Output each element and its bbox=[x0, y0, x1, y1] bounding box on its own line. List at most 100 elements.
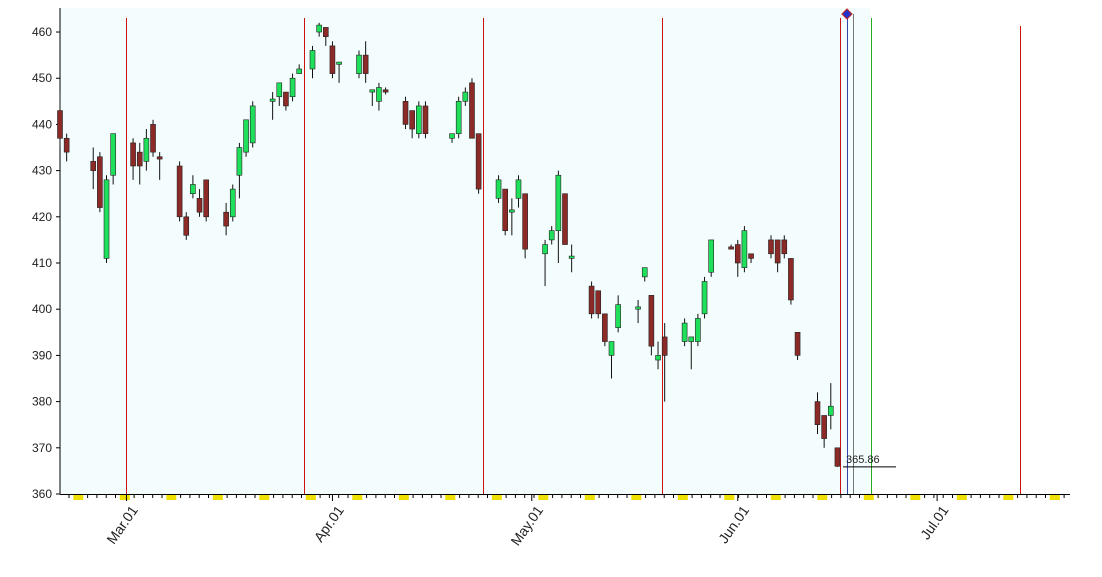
candle-body bbox=[356, 54, 362, 74]
candle-body bbox=[90, 161, 97, 171]
candle-body bbox=[608, 341, 615, 356]
x-tick-label: May.01 bbox=[507, 502, 546, 548]
candle-body bbox=[788, 258, 794, 301]
candle-body bbox=[469, 82, 475, 139]
candle-body bbox=[229, 188, 236, 218]
candle-body bbox=[635, 306, 641, 310]
candle-body bbox=[236, 147, 243, 176]
candle-body bbox=[223, 211, 229, 227]
plot-background bbox=[60, 8, 870, 494]
candle-body bbox=[462, 91, 469, 102]
x-tick-label: Jul.01 bbox=[917, 502, 952, 542]
candle-body bbox=[196, 198, 203, 213]
candle-body bbox=[382, 89, 389, 93]
week-block bbox=[259, 495, 270, 500]
candle-body bbox=[542, 244, 548, 255]
candle-body bbox=[748, 253, 754, 259]
candle-body bbox=[369, 89, 376, 93]
candle-body bbox=[422, 105, 429, 134]
candle-body bbox=[695, 318, 701, 342]
candle-body bbox=[681, 322, 688, 342]
candle-body bbox=[449, 133, 455, 139]
candle-body bbox=[509, 209, 515, 213]
candle-body bbox=[283, 91, 289, 107]
week-block bbox=[305, 495, 316, 500]
week-block bbox=[677, 495, 688, 500]
candle-body bbox=[794, 332, 801, 356]
candle-body bbox=[376, 87, 382, 102]
candle-body bbox=[110, 133, 116, 176]
candle-body bbox=[402, 101, 409, 125]
candle-body bbox=[648, 295, 655, 347]
week-block bbox=[724, 495, 735, 500]
candle-body bbox=[203, 179, 209, 218]
y-tick-label: 380 bbox=[32, 395, 52, 409]
candle-body bbox=[416, 105, 422, 134]
candle-body bbox=[316, 24, 322, 33]
week-block bbox=[445, 495, 456, 500]
week-block bbox=[631, 495, 642, 500]
candle-body bbox=[688, 336, 695, 342]
candle-body bbox=[768, 239, 774, 255]
week-block bbox=[1049, 495, 1060, 500]
candle-body bbox=[814, 401, 821, 426]
candle-body bbox=[136, 151, 143, 167]
candle-body bbox=[322, 27, 329, 37]
candle-body bbox=[661, 336, 668, 356]
candle-body bbox=[495, 179, 502, 199]
y-tick-label: 450 bbox=[32, 71, 52, 85]
x-tick-label: Jun.01 bbox=[715, 502, 752, 546]
candle-body bbox=[522, 193, 528, 250]
candle-body bbox=[555, 174, 562, 231]
week-block bbox=[1003, 495, 1014, 500]
week-block bbox=[910, 495, 921, 500]
candle-body bbox=[269, 98, 276, 102]
candle-body bbox=[502, 188, 508, 231]
event-lines bbox=[126, 18, 1021, 494]
candle-body bbox=[150, 124, 156, 153]
candle-body bbox=[515, 179, 522, 199]
x-tick-label: Mar.01 bbox=[103, 502, 141, 546]
week-block bbox=[166, 495, 177, 500]
y-tick-label: 400 bbox=[32, 302, 52, 316]
candle-body bbox=[97, 156, 103, 208]
y-tick-label: 430 bbox=[32, 164, 52, 178]
candle-body bbox=[734, 244, 741, 264]
candle-body bbox=[130, 142, 136, 167]
candle-body bbox=[548, 230, 555, 241]
x-tick-label: Apr.01 bbox=[311, 502, 347, 545]
candle-body bbox=[774, 239, 781, 264]
week-block bbox=[398, 495, 409, 500]
marker-diamond bbox=[841, 8, 853, 20]
candle-body bbox=[475, 133, 482, 190]
week-block bbox=[770, 495, 781, 500]
candle-body bbox=[243, 119, 249, 153]
candle-body bbox=[834, 447, 841, 467]
y-tick-label: 460 bbox=[32, 25, 52, 39]
candle-body bbox=[641, 267, 648, 278]
candle-body bbox=[821, 415, 827, 439]
week-block bbox=[817, 495, 828, 500]
y-tick-label: 420 bbox=[32, 210, 52, 224]
candle-body bbox=[602, 313, 608, 342]
candle-body bbox=[701, 281, 708, 315]
candle-body bbox=[183, 216, 190, 236]
candle-body bbox=[827, 405, 834, 416]
candle-body bbox=[708, 239, 714, 273]
week-block bbox=[538, 495, 549, 500]
candle-body bbox=[409, 110, 415, 130]
candle-body bbox=[615, 304, 621, 328]
candle-body bbox=[143, 137, 150, 162]
candle-body bbox=[296, 68, 303, 74]
candle-body bbox=[588, 285, 595, 315]
candle-body bbox=[276, 82, 283, 97]
y-tick-label: 370 bbox=[32, 441, 52, 455]
candle-body bbox=[562, 193, 568, 245]
candle-body bbox=[156, 156, 163, 160]
week-block bbox=[956, 495, 967, 500]
candle-body bbox=[289, 77, 296, 97]
candle-body bbox=[781, 239, 788, 255]
candle-body bbox=[595, 290, 602, 315]
candle-body bbox=[249, 105, 256, 144]
candle-body bbox=[455, 101, 462, 134]
